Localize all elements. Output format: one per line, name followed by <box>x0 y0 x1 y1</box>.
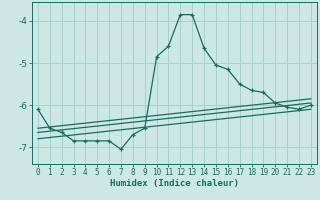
X-axis label: Humidex (Indice chaleur): Humidex (Indice chaleur) <box>110 179 239 188</box>
